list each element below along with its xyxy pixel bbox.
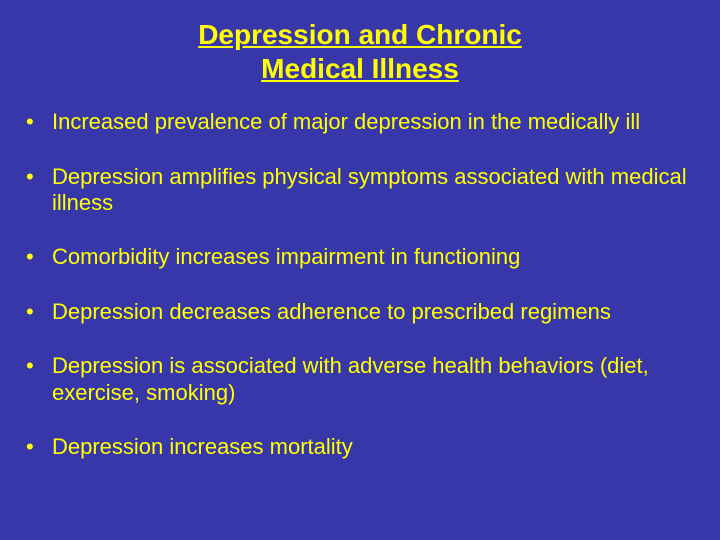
bullet-icon: •	[24, 353, 52, 379]
bullet-text: Depression amplifies physical symptoms a…	[52, 164, 696, 217]
bullet-text: Depression is associated with adverse he…	[52, 353, 696, 406]
list-item: • Depression increases mortality	[24, 434, 696, 460]
bullet-list: • Increased prevalence of major depressi…	[24, 109, 696, 460]
list-item: • Depression decreases adherence to pres…	[24, 299, 696, 325]
title-line-2: Medical Illness	[261, 53, 459, 84]
bullet-icon: •	[24, 434, 52, 460]
bullet-text: Depression increases mortality	[52, 434, 696, 460]
bullet-icon: •	[24, 164, 52, 190]
slide: Depression and Chronic Medical Illness •…	[0, 0, 720, 540]
bullet-text: Comorbidity increases impairment in func…	[52, 244, 696, 270]
list-item: • Increased prevalence of major depressi…	[24, 109, 696, 135]
bullet-text: Increased prevalence of major depression…	[52, 109, 696, 135]
list-item: • Depression amplifies physical symptoms…	[24, 164, 696, 217]
bullet-icon: •	[24, 299, 52, 325]
slide-title: Depression and Chronic Medical Illness	[24, 18, 696, 85]
list-item: • Depression is associated with adverse …	[24, 353, 696, 406]
bullet-icon: •	[24, 244, 52, 270]
bullet-text: Depression decreases adherence to prescr…	[52, 299, 696, 325]
list-item: • Comorbidity increases impairment in fu…	[24, 244, 696, 270]
bullet-icon: •	[24, 109, 52, 135]
title-line-1: Depression and Chronic	[198, 19, 522, 50]
